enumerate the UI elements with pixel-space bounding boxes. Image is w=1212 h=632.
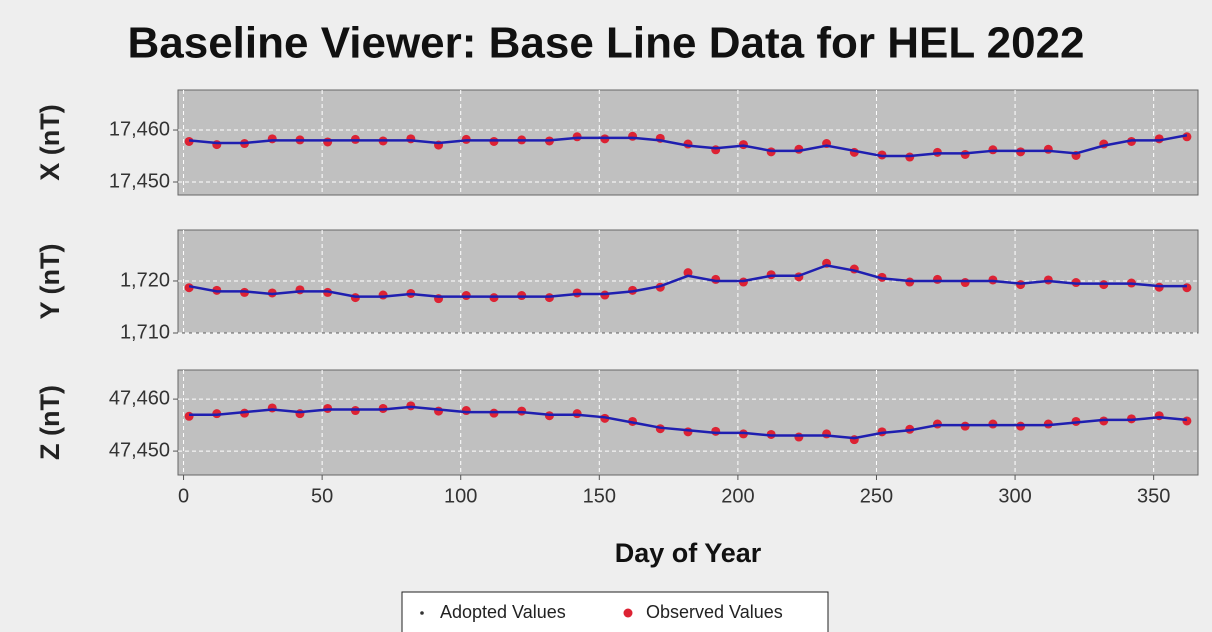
legend-swatch: [623, 608, 633, 618]
y-tick-label: 17,450: [109, 170, 170, 192]
legend-label: Observed Values: [646, 602, 783, 622]
observed-point: [794, 432, 804, 442]
x-axis-label: Day of Year: [615, 538, 762, 568]
adopted-line: [189, 405, 1188, 440]
observed-point: [295, 409, 305, 419]
observed-point: [406, 134, 416, 144]
observed-point: [323, 137, 333, 147]
y-axis-label: Y (nT): [35, 244, 65, 320]
y-axis-label: X (nT): [35, 104, 65, 180]
observed-point: [1182, 283, 1192, 293]
observed-point: [267, 134, 277, 144]
x-tick-label: 50: [311, 485, 333, 507]
observed-point: [1154, 411, 1164, 421]
observed-point: [711, 145, 721, 155]
adopted-line: [188, 264, 1187, 298]
observed-point: [711, 426, 721, 436]
observed-point: [212, 140, 222, 150]
plot-area: [177, 229, 1199, 334]
chart-title: Baseline Viewer: Base Line Data for HEL …: [127, 19, 1084, 68]
x-tick-label: 350: [1137, 485, 1170, 507]
x-tick-label: 200: [721, 485, 754, 507]
observed-point: [461, 406, 471, 416]
observed-point: [1182, 416, 1192, 426]
legend-swatch: [420, 611, 424, 615]
y-tick-label: 47,460: [109, 387, 170, 409]
plot-area: [177, 369, 1199, 476]
observed-point: [960, 278, 970, 288]
adopted-line: [188, 133, 1188, 158]
observed-point: [932, 274, 942, 284]
observed-point: [683, 268, 693, 278]
legend-label: Adopted Values: [440, 602, 566, 622]
observed-point: [434, 406, 444, 416]
x-tick-label: 0: [178, 485, 189, 507]
x-tick-label: 100: [444, 485, 477, 507]
observed-point: [267, 403, 277, 413]
observed-point: [378, 290, 388, 300]
observed-point: [1043, 144, 1053, 154]
y-tick-label: 1,710: [120, 321, 170, 343]
legend: [401, 591, 829, 632]
observed-point: [295, 285, 305, 295]
observed-point: [628, 131, 638, 141]
y-axis-label: Z (nT): [35, 385, 65, 460]
x-tick-label: 300: [998, 485, 1031, 507]
observed-point: [184, 411, 194, 421]
y-tick-label: 1,720: [120, 269, 170, 291]
x-tick-label: 250: [860, 485, 893, 507]
y-tick-label: 47,450: [109, 439, 170, 461]
y-tick-label: 17,460: [109, 118, 170, 140]
observed-point: [683, 427, 693, 437]
observed-point: [822, 429, 832, 439]
x-tick-label: 150: [583, 485, 616, 507]
